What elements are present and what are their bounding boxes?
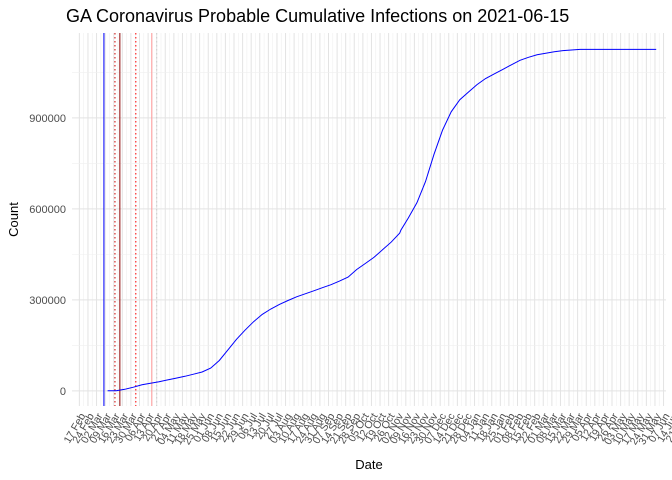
- y-tick-label: 600000: [29, 204, 66, 216]
- y-axis-title: Count: [6, 202, 21, 237]
- grid-layer: [72, 33, 666, 406]
- series-layer: [107, 48, 657, 392]
- reference-lines: [103, 33, 158, 406]
- y-axis-ticks: 0 300000 600000 900000: [29, 113, 66, 398]
- chart-title: GA Coronavirus Probable Cumulative Infec…: [66, 6, 570, 26]
- y-tick-label: 300000: [29, 295, 66, 307]
- y-tick-label: 0: [60, 386, 66, 398]
- y-tick-label: 900000: [29, 113, 66, 125]
- series-line: [107, 48, 657, 392]
- x-axis-title: Date: [355, 457, 382, 472]
